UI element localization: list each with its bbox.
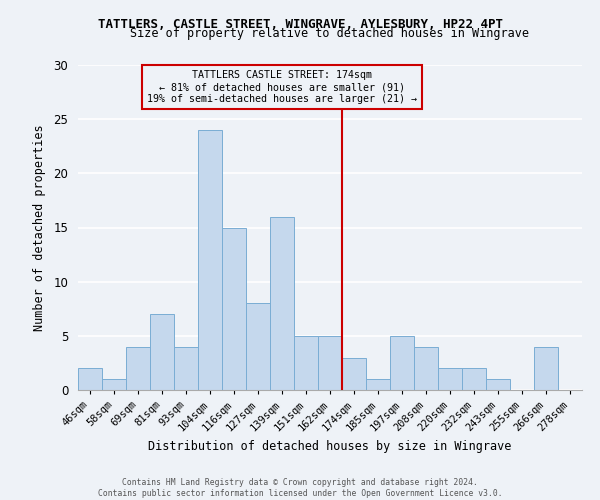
Bar xyxy=(270,216,294,390)
Bar xyxy=(246,304,270,390)
Bar xyxy=(486,379,510,390)
Bar xyxy=(366,379,390,390)
Bar xyxy=(390,336,414,390)
Bar xyxy=(198,130,222,390)
Bar xyxy=(438,368,462,390)
Text: Contains HM Land Registry data © Crown copyright and database right 2024.
Contai: Contains HM Land Registry data © Crown c… xyxy=(98,478,502,498)
Bar xyxy=(174,346,198,390)
Bar xyxy=(462,368,486,390)
Bar xyxy=(222,228,246,390)
Bar xyxy=(294,336,318,390)
Bar xyxy=(342,358,366,390)
X-axis label: Distribution of detached houses by size in Wingrave: Distribution of detached houses by size … xyxy=(148,440,512,452)
Bar xyxy=(126,346,150,390)
Y-axis label: Number of detached properties: Number of detached properties xyxy=(34,124,46,331)
Bar xyxy=(150,314,174,390)
Bar xyxy=(78,368,102,390)
Bar xyxy=(414,346,438,390)
Text: TATTLERS CASTLE STREET: 174sqm
← 81% of detached houses are smaller (91)
19% of : TATTLERS CASTLE STREET: 174sqm ← 81% of … xyxy=(147,70,417,104)
Text: TATTLERS, CASTLE STREET, WINGRAVE, AYLESBURY, HP22 4PT: TATTLERS, CASTLE STREET, WINGRAVE, AYLES… xyxy=(97,18,503,30)
Bar xyxy=(102,379,126,390)
Bar xyxy=(318,336,342,390)
Bar xyxy=(534,346,558,390)
Title: Size of property relative to detached houses in Wingrave: Size of property relative to detached ho… xyxy=(131,27,530,40)
